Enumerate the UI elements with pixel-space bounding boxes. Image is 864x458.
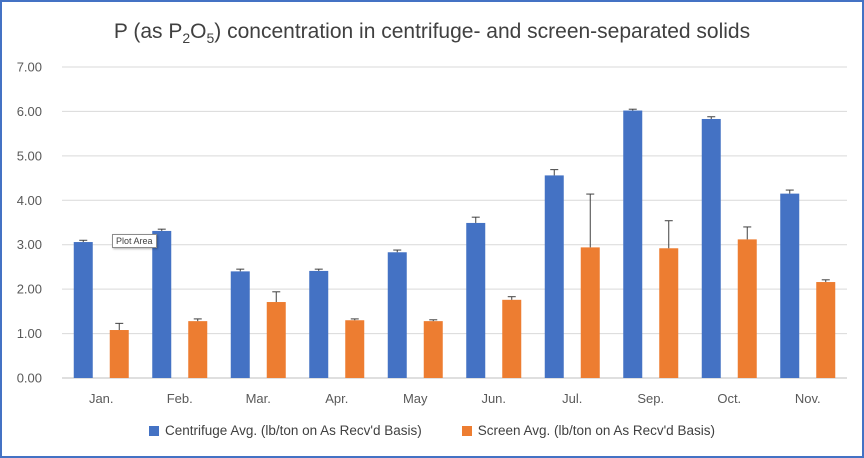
bar-screen xyxy=(423,321,443,378)
y-tick-label: 3.00 xyxy=(17,237,42,252)
bar-screen xyxy=(345,320,365,378)
bar-screen xyxy=(188,321,208,378)
bar-centrifuge xyxy=(309,270,329,378)
y-tick-label: 4.00 xyxy=(17,193,42,208)
x-tick-label: Jun. xyxy=(481,391,506,406)
x-tick-label: Feb. xyxy=(167,391,193,406)
bar-screen xyxy=(109,330,129,378)
legend-swatch-centrifuge xyxy=(149,425,160,436)
chart-title: P (as P2O5) concentration in centrifuge-… xyxy=(113,20,751,47)
bar-screen xyxy=(266,302,286,378)
bar-screen xyxy=(659,248,679,378)
bar-screen xyxy=(580,247,600,378)
x-tick-label: May xyxy=(403,391,428,406)
bar-centrifuge xyxy=(623,110,643,378)
legend-swatch-screen xyxy=(461,425,472,436)
x-tick-label: Jul. xyxy=(562,391,582,406)
x-tick-label: Apr. xyxy=(325,391,348,406)
x-tick-label: Jan. xyxy=(89,391,114,406)
y-tick-label: 6.00 xyxy=(17,104,42,119)
x-tick-label: Nov. xyxy=(795,391,821,406)
legend-item-screen[interactable]: Screen Avg. (lb/ton on As Recv'd Basis) xyxy=(461,423,715,438)
legend-label-screen: Screen Avg. (lb/ton on As Recv'd Basis) xyxy=(477,423,715,438)
bar-centrifuge xyxy=(73,242,93,378)
y-tick-label: 1.00 xyxy=(17,326,42,341)
legend-item-centrifuge[interactable]: Centrifuge Avg. (lb/ton on As Recv'd Bas… xyxy=(149,423,422,438)
bar-screen xyxy=(737,239,757,378)
x-tick-label: Sep. xyxy=(637,391,664,406)
bar-centrifuge xyxy=(230,271,250,378)
y-tick-label: 5.00 xyxy=(17,148,42,163)
y-tick-label: 7.00 xyxy=(17,60,42,75)
plot-area-tooltip: Plot Area xyxy=(112,234,157,248)
legend-label-centrifuge: Centrifuge Avg. (lb/ton on As Recv'd Bas… xyxy=(165,423,422,438)
bar-centrifuge xyxy=(701,118,721,378)
bar-screen xyxy=(502,299,522,378)
bar-centrifuge xyxy=(780,193,800,378)
bar-centrifuge xyxy=(544,175,564,378)
y-tick-label: 0.00 xyxy=(17,371,42,386)
bar-centrifuge xyxy=(152,230,172,378)
bar-centrifuge xyxy=(466,222,486,378)
x-tick-label: Oct. xyxy=(717,391,741,406)
x-tick-label: Mar. xyxy=(246,391,271,406)
y-tick-label: 2.00 xyxy=(17,282,42,297)
bar-screen xyxy=(816,282,836,378)
legend: Centrifuge Avg. (lb/ton on As Recv'd Bas… xyxy=(2,423,862,438)
bar-centrifuge xyxy=(387,252,407,378)
